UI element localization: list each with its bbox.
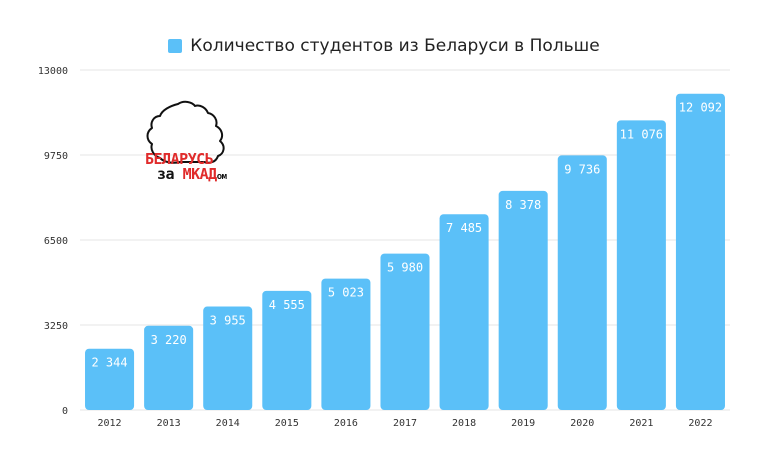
y-tick-label: 3250 [44,321,68,332]
data-label: 5 980 [387,261,423,275]
y-tick-label: 0 [62,406,68,417]
y-tick-label: 9750 [44,151,68,162]
bar [321,278,371,410]
bar [144,325,194,410]
legend: Количество студентов из Беларуси в Польш… [0,36,768,56]
legend-label: Количество студентов из Беларуси в Польш… [190,36,600,56]
bar [675,93,725,411]
data-label: 4 555 [269,298,305,312]
data-label: 3 955 [210,314,246,328]
bar [498,190,548,410]
x-tick-label: 2019 [511,418,535,429]
data-label: 12 092 [679,101,722,115]
bar [262,290,312,410]
x-tick-label: 2021 [629,418,653,429]
data-label: 3 220 [151,333,187,347]
bar [85,348,135,410]
x-tick-label: 2012 [97,418,121,429]
bar [557,155,607,410]
x-tick-label: 2020 [570,418,594,429]
x-tick-label: 2022 [688,418,712,429]
data-label: 2 344 [91,356,127,370]
y-tick-label: 13000 [38,66,68,77]
belarus-map-outline-logo [146,100,225,164]
data-label: 5 023 [328,286,364,300]
bar [616,120,666,410]
x-tick-label: 2013 [157,418,181,429]
data-label: 9 736 [564,162,600,176]
bar [439,214,489,410]
data-label: 8 378 [505,198,541,212]
data-label: 11 076 [620,127,663,141]
logo-text-za-mkad: за МКАДом [157,165,227,183]
logo-text-om: ом [216,172,227,182]
legend-swatch [168,39,183,53]
logo-text-mkad: МКАД [182,165,218,183]
bar [380,253,430,410]
logo-text-za: за [157,165,183,183]
logo-text-belarus: БЕЛАРУСЬ [145,150,214,168]
x-tick-label: 2014 [216,418,240,429]
x-tick-label: 2018 [452,418,476,429]
bar [203,306,253,410]
x-tick-label: 2015 [275,418,299,429]
y-tick-label: 6500 [44,236,68,247]
data-label: 7 485 [446,221,482,235]
x-tick-label: 2017 [393,418,417,429]
x-tick-label: 2016 [334,418,358,429]
